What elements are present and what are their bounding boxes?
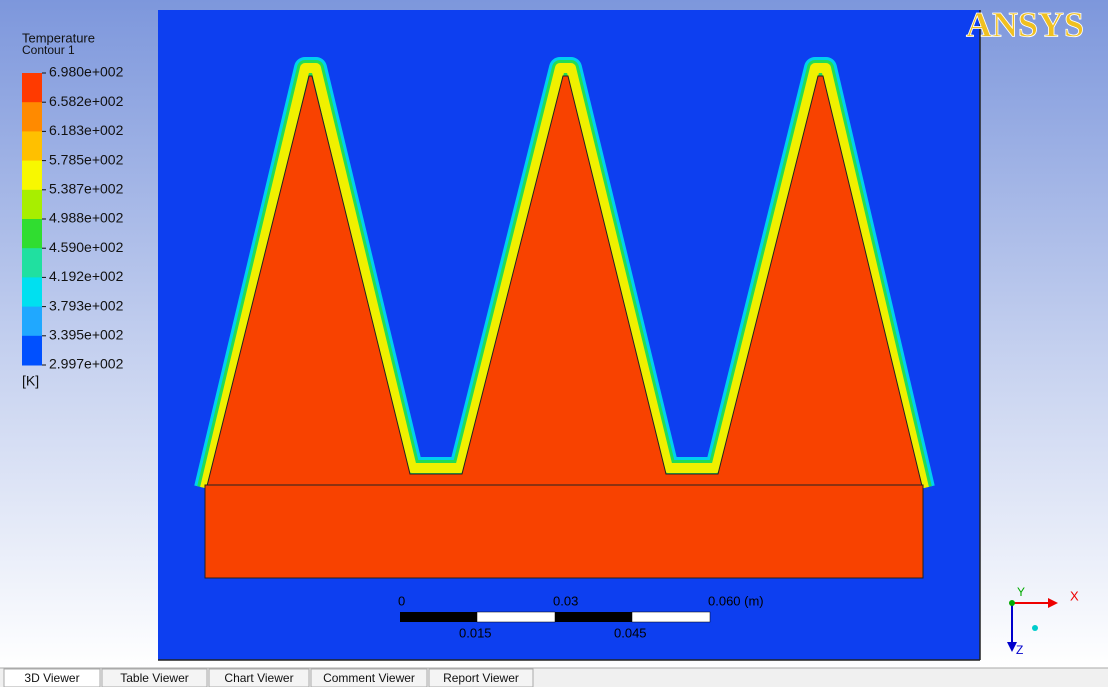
logo: ANSYS bbox=[966, 4, 1084, 44]
legend-band bbox=[22, 335, 42, 366]
legend-label: 5.387e+002 bbox=[49, 181, 124, 197]
legend-label: 6.582e+002 bbox=[49, 93, 124, 109]
x-axis-label: X bbox=[1070, 588, 1079, 603]
legend-label: 2.997e+002 bbox=[49, 356, 124, 372]
scale-segment bbox=[476, 611, 556, 623]
tab[interactable] bbox=[101, 668, 208, 687]
legend-band bbox=[22, 306, 42, 337]
legend-title: Temperature bbox=[22, 30, 95, 45]
scale-bar: 0 0.03 0.060 (m) 0.015 0.045 bbox=[398, 593, 764, 640]
legend-label: 4.590e+002 bbox=[49, 239, 124, 255]
legend-band bbox=[22, 189, 42, 220]
legend-label: 3.395e+002 bbox=[49, 327, 124, 343]
tabs: 3D Viewer Table Viewer Chart Viewer Comment… bbox=[3, 668, 534, 687]
arrow-head bbox=[1007, 642, 1017, 652]
scale-segment bbox=[400, 612, 477, 622]
tab[interactable] bbox=[310, 668, 428, 687]
tab-label[interactable]: Report Viewer bbox=[443, 671, 519, 685]
tab-label[interactable]: Chart Viewer bbox=[224, 671, 293, 685]
contour-band bbox=[200, 63, 929, 490]
scale-label: 0.03 bbox=[553, 593, 578, 608]
legend-band bbox=[22, 219, 42, 249]
legend-band bbox=[22, 131, 42, 162]
legend-band bbox=[22, 277, 42, 308]
scale-label: 0.015 bbox=[459, 625, 492, 640]
axis-triad: Y X Z bbox=[1007, 585, 1079, 657]
legend-subtitle: Contour 1 bbox=[22, 43, 75, 57]
legend-band bbox=[22, 248, 42, 278]
legend-label: 6.183e+002 bbox=[49, 122, 124, 138]
legend-band bbox=[22, 73, 42, 103]
fins bbox=[194, 57, 935, 579]
legend-label: 5.785e+002 bbox=[49, 151, 124, 167]
base bbox=[204, 484, 924, 579]
y-axis-dot bbox=[1009, 600, 1015, 606]
scale-label: 0 bbox=[398, 593, 405, 608]
legend-label: 3.793e+002 bbox=[49, 297, 124, 313]
legend-band bbox=[22, 102, 42, 132]
fin-body bbox=[206, 75, 923, 487]
tab-label[interactable]: Table Viewer bbox=[120, 671, 188, 685]
legend-label: 4.988e+002 bbox=[49, 210, 124, 226]
legend-label: 6.980e+002 bbox=[49, 64, 124, 80]
legend: 6.980e+002 6.582e+002 6.183e+002 5.785e+002… bbox=[22, 64, 124, 372]
legend-band bbox=[22, 160, 42, 191]
scale-segment bbox=[555, 612, 632, 622]
tab-label[interactable]: Comment Viewer bbox=[323, 671, 415, 685]
tab[interactable] bbox=[428, 668, 534, 687]
y-axis-label: Y bbox=[1017, 585, 1025, 599]
scale-label: 0.060 (m) bbox=[708, 593, 764, 608]
tab[interactable] bbox=[3, 668, 101, 687]
z-axis-label: Z bbox=[1016, 643, 1023, 657]
scale-label: 0.045 bbox=[614, 625, 647, 640]
tab-label[interactable]: 3D Viewer bbox=[24, 671, 79, 685]
origin-dot bbox=[1032, 625, 1038, 631]
tab[interactable] bbox=[208, 668, 310, 687]
legend-label: 4.192e+002 bbox=[49, 268, 124, 284]
scale-segment bbox=[631, 611, 711, 623]
arrow-head bbox=[1048, 598, 1058, 608]
legend-unit: [K] bbox=[22, 373, 39, 389]
